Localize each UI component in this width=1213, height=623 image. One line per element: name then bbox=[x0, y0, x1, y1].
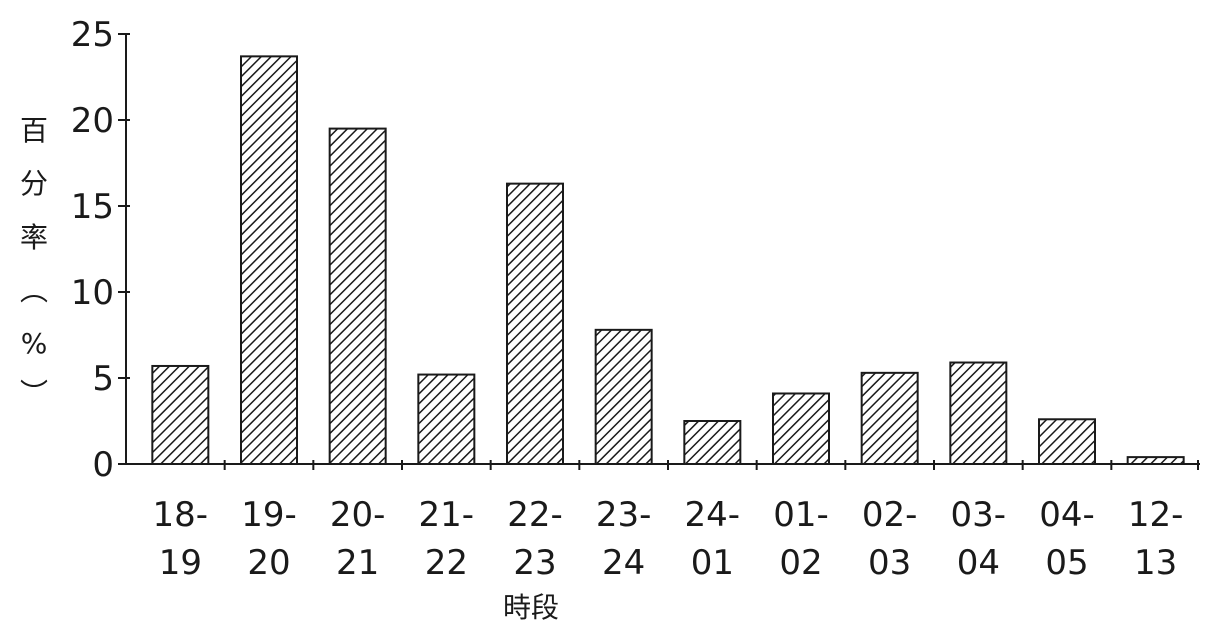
bar bbox=[1038, 418, 1096, 465]
x-tick-label-bottom: 23 bbox=[513, 543, 556, 583]
x-tick-label-top: 12- bbox=[1128, 495, 1184, 535]
bar bbox=[949, 361, 1008, 465]
x-tick-label-bottom: 05 bbox=[1045, 543, 1088, 583]
y-tick-label: 15 bbox=[71, 187, 114, 227]
x-tick-label-top: 22- bbox=[507, 495, 563, 535]
y-axis-ticks: 0 5 10 15 20 25 bbox=[71, 15, 130, 485]
y-axis-title-char: 百 bbox=[20, 114, 48, 147]
y-tick-label: 20 bbox=[71, 101, 114, 141]
x-tick-label-top: 24- bbox=[685, 495, 741, 535]
y-tick-label: 10 bbox=[71, 273, 114, 313]
x-tick-label-top: 04- bbox=[1039, 495, 1095, 535]
x-tick-label-top: 01- bbox=[773, 495, 829, 535]
bar bbox=[151, 364, 210, 465]
x-tick-label-top: 02- bbox=[862, 495, 918, 535]
x-tick-label-bottom: 19 bbox=[159, 543, 202, 583]
bar bbox=[1126, 456, 1185, 465]
x-tick-label-bottom: 04 bbox=[957, 543, 1000, 583]
bar bbox=[417, 373, 476, 465]
x-tick-label-bottom: 01 bbox=[691, 543, 734, 583]
y-axis-title: 百分率 ︵% ︶ bbox=[20, 114, 48, 410]
x-tick-label-bottom: 13 bbox=[1134, 543, 1177, 583]
bar bbox=[594, 328, 653, 465]
bar bbox=[772, 392, 830, 466]
bar bbox=[860, 371, 919, 465]
y-axis-title-char: 分 bbox=[20, 167, 48, 200]
y-axis-title-char: 率 bbox=[20, 221, 48, 254]
y-axis-title-char: ︵ bbox=[20, 274, 48, 307]
x-tick-label-bottom: 21 bbox=[336, 543, 379, 583]
bars bbox=[151, 55, 1185, 466]
y-tick-label: 5 bbox=[92, 359, 114, 399]
y-tick-label: 0 bbox=[92, 445, 114, 485]
y-axis-title-char: ︶ bbox=[20, 377, 48, 410]
x-tick-label-bottom: 24 bbox=[602, 543, 645, 583]
x-tick-label-bottom: 20 bbox=[247, 543, 290, 583]
bar bbox=[240, 55, 298, 466]
x-tick-label-top: 20- bbox=[330, 495, 386, 535]
x-tick-label-top: 19- bbox=[241, 495, 297, 535]
bar bbox=[328, 127, 387, 465]
x-tick-label-bottom: 03 bbox=[868, 543, 911, 583]
x-tick-label-top: 21- bbox=[419, 495, 475, 535]
x-tick-label-top: 18- bbox=[153, 495, 209, 535]
x-axis-ticks: 18- 19 19- 20 20- 21 21- 22 22- 23 23- 24 24- 01 01- 02… bbox=[153, 460, 1199, 583]
x-axis-title: 時段 bbox=[503, 591, 559, 623]
x-tick-label-bottom: 02 bbox=[779, 543, 822, 583]
y-axis-title-char: % bbox=[21, 327, 48, 360]
bar bbox=[683, 420, 742, 465]
y-tick-label: 25 bbox=[71, 15, 114, 55]
x-tick-label-top: 03- bbox=[951, 495, 1007, 535]
x-tick-label-bottom: 22 bbox=[425, 543, 468, 583]
x-tick-label-top: 23- bbox=[596, 495, 652, 535]
bar bbox=[506, 182, 564, 465]
